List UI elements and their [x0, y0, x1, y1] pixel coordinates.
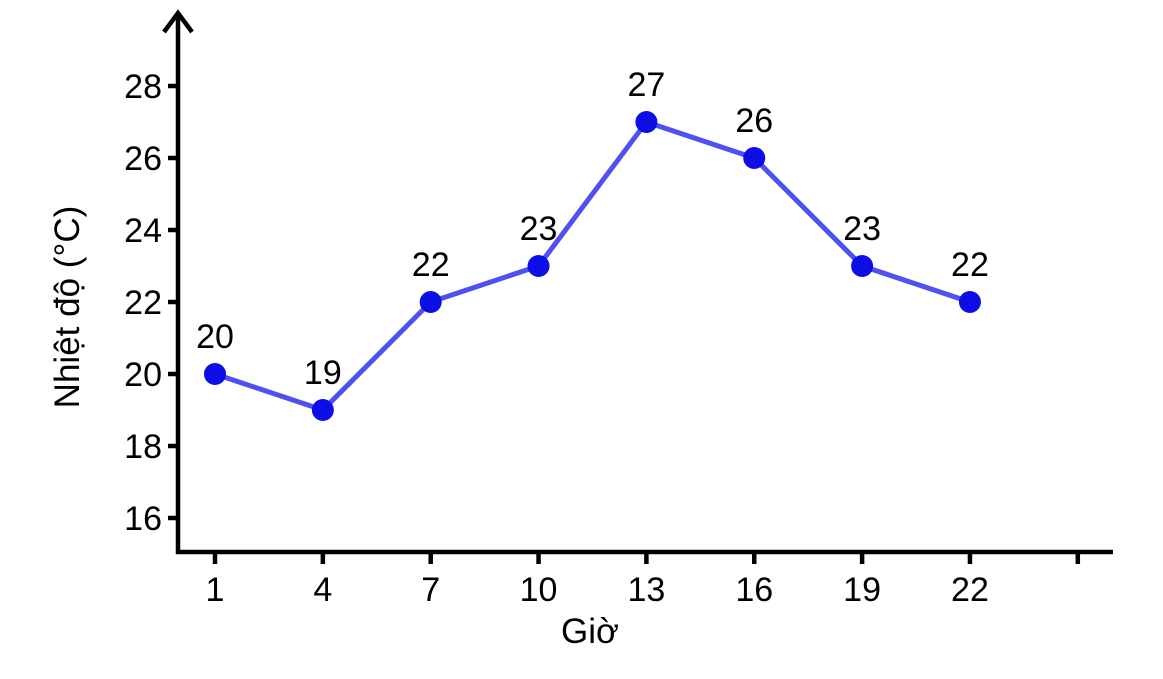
data-point-label: 23 [843, 210, 881, 248]
data-point-label: 19 [304, 354, 342, 392]
point-labels: 20 19 22 23 27 26 23 22 [196, 66, 989, 392]
y-tick-label: 20 [124, 356, 162, 394]
data-point-marker [311, 399, 334, 421]
data-point-marker [527, 255, 550, 277]
data-point-label: 26 [735, 102, 773, 140]
data-markers [204, 111, 981, 421]
data-point-label: 22 [412, 246, 450, 284]
x-tick-label: 16 [735, 571, 773, 609]
y-tick-label: 28 [124, 68, 162, 106]
y-axis-title: Nhiệt độ (°C) [48, 206, 87, 409]
data-point-label: 23 [520, 210, 558, 248]
y-tick-label: 22 [124, 284, 162, 322]
data-point-label: 27 [627, 66, 665, 104]
data-point-label: 22 [951, 246, 989, 284]
x-tick-label: 1 [206, 571, 225, 609]
x-tick-label: 13 [627, 571, 665, 609]
y-tick-label: 24 [124, 212, 162, 250]
data-point-marker [851, 255, 874, 277]
x-tick-label: 7 [421, 571, 440, 609]
data-point-label: 20 [196, 318, 234, 356]
data-point-marker [635, 111, 658, 133]
y-axis-ticks: 16 18 20 22 24 26 28 [124, 68, 178, 538]
x-tick-label: 19 [843, 571, 881, 609]
data-point-marker [743, 147, 766, 169]
x-tick-label: 22 [951, 571, 989, 609]
y-tick-label: 18 [124, 428, 162, 466]
data-point-marker [958, 291, 981, 313]
y-axis-arrow-icon [162, 9, 194, 34]
y-tick-label: 26 [124, 140, 162, 178]
x-tick-label: 10 [520, 571, 558, 609]
x-tick-label: 4 [313, 571, 332, 609]
data-point-marker [204, 363, 226, 385]
data-point-marker [419, 291, 442, 313]
series-line [212, 119, 973, 413]
series-group [212, 119, 973, 413]
x-axis-ticks: 1 4 7 10 13 16 19 22 [206, 552, 1081, 609]
y-tick-label: 16 [124, 500, 162, 538]
x-axis-title: Giờ [561, 612, 619, 651]
